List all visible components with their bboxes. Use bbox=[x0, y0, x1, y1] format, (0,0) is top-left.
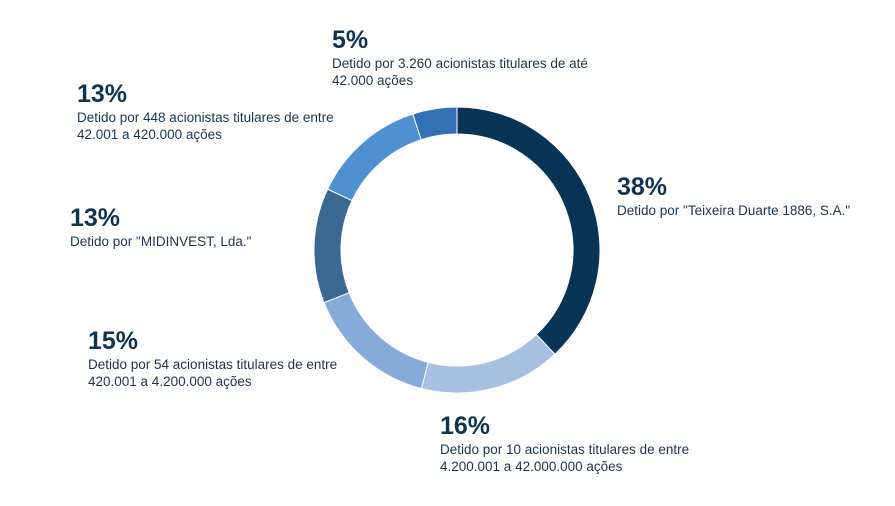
slice-label-10-shareholders: 16% Detido por 10 acionistas titulares d… bbox=[440, 411, 689, 475]
slice-description: Detido por 3.260 acionistas titulares de… bbox=[332, 56, 588, 88]
slice-description: Detido por 10 acionistas titulares de en… bbox=[440, 442, 690, 474]
donut-slice-4 bbox=[326, 113, 422, 202]
slice-label-54-shareholders: 15% Detido por 54 acionistas titulares d… bbox=[88, 326, 337, 390]
slice-label-448-shareholders: 13% Detido por 448 acionistas titulares … bbox=[77, 79, 334, 143]
slice-label-midinvest: 13% Detido por "MIDINVEST, Lda." bbox=[70, 203, 251, 250]
slice-percent: 15% bbox=[88, 327, 139, 355]
slice-percent: 16% bbox=[440, 412, 491, 440]
donut-slice-3 bbox=[313, 188, 353, 304]
slice-percent: 13% bbox=[70, 204, 121, 232]
slice-description: Detido por 448 acionistas titulares de e… bbox=[77, 110, 334, 142]
slice-description: Detido por "Teixeira Duarte 1886, S.A." bbox=[617, 203, 851, 218]
donut-slice-5 bbox=[412, 106, 458, 141]
slice-label-teixeira-duarte: 38% Detido por "Teixeira Duarte 1886, S.… bbox=[617, 172, 850, 219]
slice-description: Detido por 54 acionistas titulares de en… bbox=[88, 357, 338, 389]
donut-slice-2 bbox=[323, 292, 429, 390]
slice-percent: 38% bbox=[617, 173, 668, 201]
slice-label-3260-shareholders: 5% Detido por 3.260 acionistas titulares… bbox=[332, 25, 588, 89]
slice-percent: 13% bbox=[77, 80, 128, 108]
slice-description: Detido por "MIDINVEST, Lda." bbox=[70, 234, 252, 249]
donut-slice-0 bbox=[456, 106, 601, 355]
donut-slice-1 bbox=[420, 333, 556, 394]
slice-percent: 5% bbox=[332, 26, 369, 54]
